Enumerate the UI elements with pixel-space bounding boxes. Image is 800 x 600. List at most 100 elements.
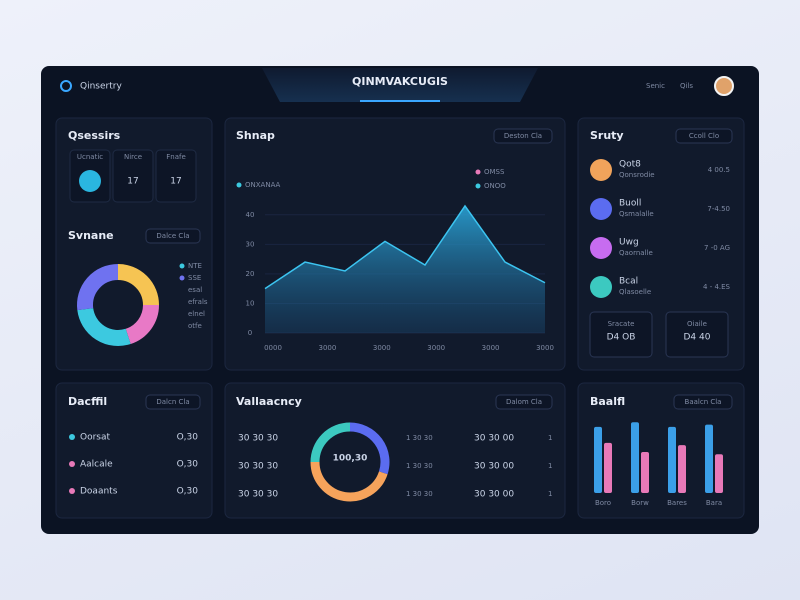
legend-label: otfe — [188, 322, 202, 330]
card-label: Oiaile — [687, 320, 707, 328]
filter-button[interactable] — [495, 394, 553, 410]
status-value: 7-4.50 — [707, 205, 730, 213]
status-name: Qot8 — [619, 160, 641, 170]
card-value: D4 OB — [607, 333, 636, 343]
status-sub: Qaornalle — [619, 249, 653, 257]
nav-link: Senic — [646, 82, 665, 90]
bar — [678, 445, 686, 493]
legend-label: SSE — [188, 274, 201, 282]
status-value: 7 -0 AG — [704, 244, 730, 252]
row-dot — [69, 434, 75, 440]
panel-recent — [55, 382, 213, 519]
row-value: O,30 — [177, 433, 199, 443]
donut-segment — [117, 264, 159, 306]
panel-status — [577, 117, 745, 371]
row-value: 30 30 00 — [474, 434, 514, 444]
status-name: Bcal — [619, 277, 638, 287]
bar — [631, 422, 639, 493]
x-tick-label: Boro — [595, 499, 611, 507]
brand: Qinsertry — [80, 82, 122, 92]
filter-button[interactable] — [673, 394, 733, 410]
row-value: 30 30 00 — [474, 462, 514, 472]
bar — [641, 451, 649, 493]
donut-segment — [125, 304, 159, 344]
legend-label: esal — [188, 286, 202, 294]
donut-segment — [310, 422, 351, 463]
filter-label: Baalcn Cla — [685, 398, 722, 406]
status-icon — [590, 237, 612, 259]
row-label: 30 30 30 — [238, 490, 278, 500]
stat-label: Fnafe — [166, 153, 186, 161]
row-label: Aalcale — [80, 460, 113, 470]
status-sub: Qlasoelle — [619, 288, 651, 296]
card-value: D4 40 — [684, 333, 711, 343]
row-label: Doaants — [80, 487, 118, 497]
row-label: Oorsat — [80, 433, 110, 443]
status-name: Uwg — [619, 238, 639, 248]
legend-label: ONOO — [484, 182, 506, 190]
legend-label: efrals — [188, 298, 208, 306]
filter-label: Dalom Cla — [506, 398, 542, 406]
panel-title: Dacffil — [68, 395, 107, 408]
filter-button[interactable] — [145, 228, 201, 244]
row-value: 1 — [548, 434, 552, 442]
y-tick-label: 0 — [248, 329, 252, 337]
status-card — [665, 311, 729, 358]
y-tick-label: 20 — [246, 270, 255, 278]
legend-label: elnel — [188, 310, 205, 318]
avatar[interactable] — [714, 76, 734, 96]
legend-dot — [179, 263, 185, 269]
filter-button[interactable] — [675, 128, 733, 144]
x-tick-label: 3000 — [373, 344, 391, 352]
status-name: Buoll — [619, 199, 641, 209]
filter-label: Dalcn Cla — [156, 398, 189, 406]
stat-box — [112, 149, 154, 203]
row-value: 1 30 30 — [406, 434, 433, 442]
x-tick-label: Bara — [706, 499, 722, 507]
bar — [668, 426, 676, 493]
stat-value: 17 — [127, 177, 138, 187]
legend-label: OMSS — [484, 168, 505, 176]
donut-segment — [77, 264, 119, 311]
logo — [60, 80, 72, 92]
filter-label: Dalce Cla — [156, 232, 189, 240]
bar — [715, 454, 723, 493]
x-tick-label: 3000 — [482, 344, 500, 352]
filter-button[interactable] — [145, 394, 201, 410]
row-label: 30 30 30 — [238, 462, 278, 472]
x-tick-label: 0000 — [264, 344, 282, 352]
y-tick-label: 30 — [246, 240, 255, 248]
area-fill — [265, 205, 545, 333]
panel-title: Svnane — [68, 229, 114, 242]
status-card — [589, 311, 653, 358]
status-value: 4 - 4.ES — [703, 283, 731, 291]
area-line — [264, 204, 546, 290]
panel-title: Shnap — [236, 129, 275, 142]
row-value: 30 30 00 — [474, 490, 514, 500]
row-value: 1 30 30 — [406, 462, 433, 470]
bar — [594, 426, 602, 493]
stat-box — [155, 149, 197, 203]
panel-velocity — [224, 382, 566, 519]
legend-label: ONXANAA — [245, 181, 281, 189]
status-icon — [590, 198, 612, 220]
legend-dot — [475, 169, 481, 175]
status-sub: Qsmalalle — [619, 210, 654, 218]
donut-segment — [349, 422, 390, 475]
donut-segment — [77, 307, 131, 346]
panel-bars — [577, 382, 745, 519]
filter-button[interactable] — [493, 128, 553, 144]
donut-center: 100,30 — [333, 454, 368, 464]
donut-segment — [310, 461, 388, 502]
legend-dot — [179, 275, 185, 281]
row-value: 1 — [548, 462, 552, 470]
status-value: 4 00.5 — [708, 166, 730, 174]
header-title-bar — [262, 68, 538, 102]
row-value: 1 — [548, 490, 552, 498]
header-title: QINMVAKCUGIS — [352, 75, 448, 88]
x-tick-label: 3000 — [536, 344, 554, 352]
panel-title: Vallaacncy — [236, 395, 302, 408]
card-label: Sracate — [608, 320, 635, 328]
legend-dot — [475, 183, 481, 189]
